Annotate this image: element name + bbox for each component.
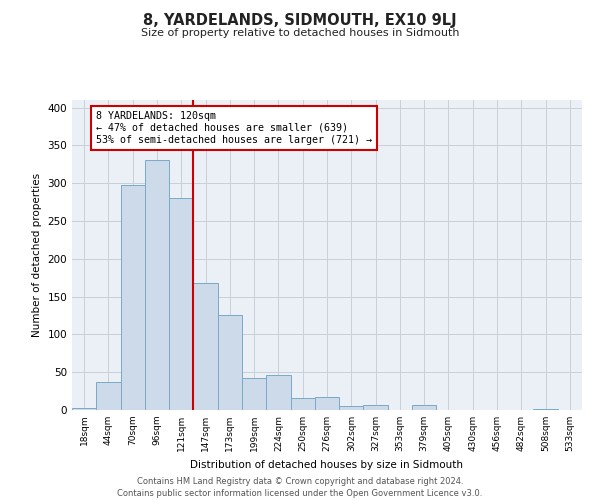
Bar	[72, 408, 96, 410]
Bar	[218, 316, 242, 410]
Bar	[242, 378, 266, 410]
Bar	[315, 397, 339, 410]
Bar	[266, 375, 290, 410]
Text: Size of property relative to detached houses in Sidmouth: Size of property relative to detached ho…	[141, 28, 459, 38]
Y-axis label: Number of detached properties: Number of detached properties	[32, 173, 42, 337]
Bar	[364, 406, 388, 410]
Text: Contains HM Land Registry data © Crown copyright and database right 2024.: Contains HM Land Registry data © Crown c…	[137, 478, 463, 486]
Text: 8, YARDELANDS, SIDMOUTH, EX10 9LJ: 8, YARDELANDS, SIDMOUTH, EX10 9LJ	[143, 12, 457, 28]
Bar	[412, 406, 436, 410]
Bar	[339, 406, 364, 410]
X-axis label: Distribution of detached houses by size in Sidmouth: Distribution of detached houses by size …	[191, 460, 464, 469]
Bar	[96, 382, 121, 410]
Bar	[169, 198, 193, 410]
Bar	[533, 409, 558, 410]
Bar	[121, 184, 145, 410]
Bar	[193, 283, 218, 410]
Text: Contains public sector information licensed under the Open Government Licence v3: Contains public sector information licen…	[118, 489, 482, 498]
Bar	[290, 398, 315, 410]
Text: 8 YARDELANDS: 120sqm
← 47% of detached houses are smaller (639)
53% of semi-deta: 8 YARDELANDS: 120sqm ← 47% of detached h…	[96, 112, 372, 144]
Bar	[145, 160, 169, 410]
